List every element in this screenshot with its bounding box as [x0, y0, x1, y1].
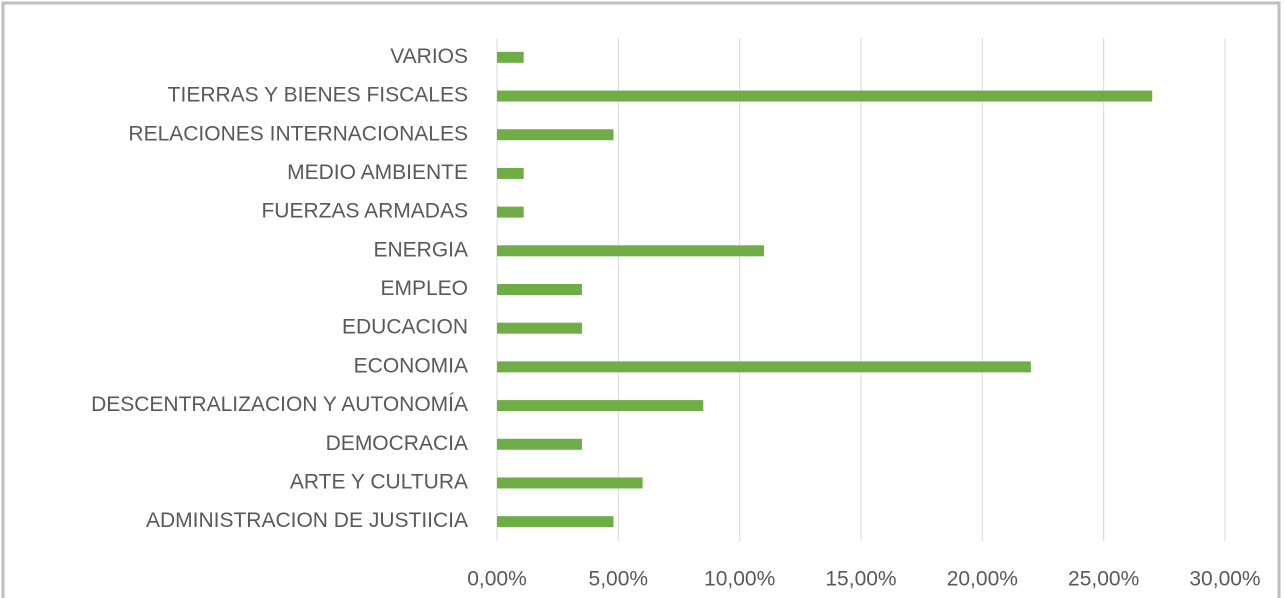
bar [497, 477, 643, 489]
bar [497, 400, 704, 412]
bar [497, 516, 614, 528]
x-tick-label: 0,00% [467, 568, 527, 591]
bar [497, 284, 582, 295]
x-tick-label: 5,00% [589, 568, 649, 591]
x-tick-label: 10,00% [704, 568, 775, 591]
y-tick-label: DEMOCRACIA [326, 432, 468, 455]
bar [497, 129, 614, 141]
bar [497, 361, 1031, 373]
y-tick-label: EMPLEO [380, 277, 468, 300]
y-tick-label: RELACIONES INTERNACIONALES [128, 122, 468, 145]
bar [497, 206, 524, 218]
bar [497, 322, 582, 334]
y-tick-label: ARTE Y CULTURA [290, 471, 468, 494]
y-tick-label: ECONOMIA [354, 354, 468, 377]
y-tick-label: VARIOS [390, 45, 468, 68]
y-tick-label: ADMINISTRACION DE JUSTIICIA [146, 509, 468, 532]
y-tick-label: DESCENTRALIZACION Y AUTONOMÍA [91, 393, 468, 416]
x-tick-label: 30,00% [1189, 568, 1260, 591]
x-tick-label: 15,00% [825, 568, 896, 591]
bar [497, 51, 524, 63]
y-tick-label: EDUCACION [342, 316, 468, 339]
bar [497, 167, 524, 179]
bar [497, 90, 1153, 102]
y-tick-label: FUERZAS ARMADAS [261, 200, 468, 223]
y-tick-label: ENERGIA [373, 238, 468, 261]
y-tick-label: TIERRAS Y BIENES FISCALES [168, 84, 468, 107]
bar [497, 245, 764, 257]
x-tick-label: 25,00% [1068, 568, 1139, 591]
y-tick-label: MEDIO AMBIENTE [287, 161, 468, 184]
bar [497, 438, 582, 450]
x-tick-label: 20,00% [947, 568, 1018, 591]
